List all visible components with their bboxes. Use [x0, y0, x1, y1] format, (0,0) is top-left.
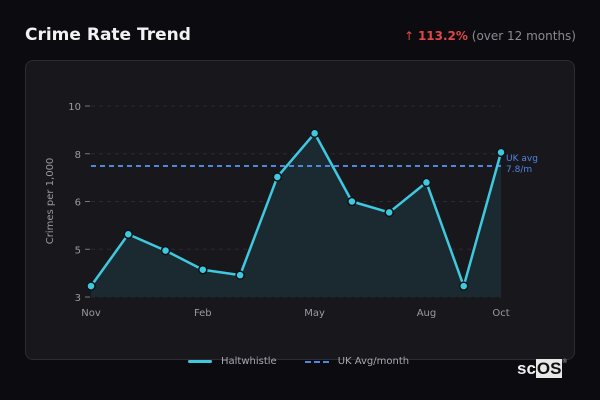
legend-label: UK Avg/month — [337, 356, 410, 367]
svg-text:Feb: Feb — [194, 308, 212, 319]
benchmark-annotation: UK avg — [506, 154, 538, 164]
data-point[interactable] — [421, 177, 432, 188]
y-axis: 3 5 6 8 10 — [68, 102, 90, 304]
svg-text:Aug: Aug — [417, 308, 437, 319]
svg-text:Nov: Nov — [81, 308, 101, 319]
series-area — [91, 133, 501, 297]
legend-label: Haltwhistle — [221, 356, 277, 367]
data-point[interactable] — [309, 128, 320, 139]
change-period: (over 12 months) — [471, 29, 576, 43]
data-point[interactable] — [160, 245, 171, 256]
svg-text:Oct: Oct — [492, 308, 509, 319]
svg-text:5: 5 — [75, 245, 81, 256]
legend: Haltwhistle UK Avg/month — [188, 356, 437, 367]
legend-swatch-solid — [188, 360, 212, 363]
data-point[interactable] — [198, 264, 208, 275]
arrow-up-icon: ↑ — [404, 29, 415, 43]
svg-text:8: 8 — [75, 150, 81, 161]
data-point[interactable] — [458, 281, 469, 291]
data-point[interactable] — [123, 229, 134, 239]
x-axis: Nov Feb May Aug Oct — [81, 308, 509, 319]
data-point[interactable] — [384, 207, 394, 218]
data-point[interactable] — [496, 147, 506, 158]
trend-change: ↑ 113.2% (over 12 months) — [404, 29, 576, 43]
data-point[interactable] — [347, 196, 357, 207]
scos-logo: scOS® — [517, 359, 567, 378]
svg-text:10: 10 — [68, 102, 81, 113]
series-line — [89, 132, 503, 288]
legend-swatch-dashed — [304, 360, 329, 363]
change-percent: 113.2% — [417, 29, 468, 43]
data-point[interactable] — [235, 270, 245, 280]
legend-item-uk-avg[interactable]: UK Avg/month — [304, 356, 410, 367]
svg-text:3: 3 — [75, 293, 81, 304]
y-axis-label: Crimes per 1,000 — [45, 158, 56, 245]
svg-text:May: May — [304, 308, 325, 319]
data-points — [86, 128, 506, 291]
svg-text:6: 6 — [75, 198, 81, 209]
benchmark-annotation-value: 7.8/m — [506, 165, 532, 175]
data-point[interactable] — [86, 281, 96, 291]
data-point[interactable] — [272, 172, 283, 182]
legend-item-haltwhistle[interactable]: Haltwhistle — [188, 356, 277, 367]
page-title: Crime Rate Trend — [25, 25, 191, 45]
